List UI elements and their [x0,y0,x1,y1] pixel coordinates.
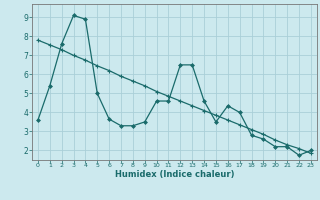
X-axis label: Humidex (Indice chaleur): Humidex (Indice chaleur) [115,170,234,179]
